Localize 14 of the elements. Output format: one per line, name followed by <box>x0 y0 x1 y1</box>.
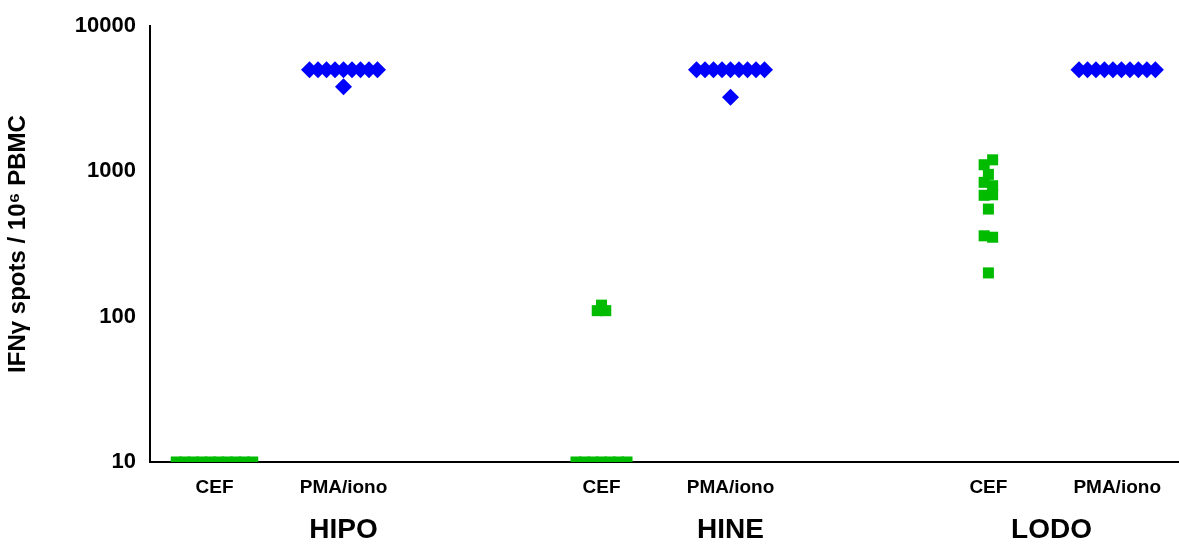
x-tick-label: CEF <box>582 475 621 497</box>
y-tick-label: 1000 <box>87 157 136 183</box>
x-tick-label: PMA/iono <box>299 475 388 497</box>
y-tick-label: 10 <box>111 448 136 474</box>
x-tick-label: PMA/iono <box>1073 475 1161 497</box>
y-tick-label: 100 <box>99 302 136 328</box>
x-tick-label: PMA/iono <box>686 475 775 497</box>
x-axis-title: HINE <box>697 512 764 544</box>
x-tick-label: CEF <box>195 475 234 497</box>
x-axis-title: LODO <box>1011 512 1092 544</box>
x-axis-title: HIPO <box>309 512 378 544</box>
y-axis-title: IFNγ spots / 10⁶ PBMC <box>3 115 31 373</box>
x-tick-label: CEF <box>969 475 1008 497</box>
y-tick-label: 10000 <box>74 12 136 38</box>
